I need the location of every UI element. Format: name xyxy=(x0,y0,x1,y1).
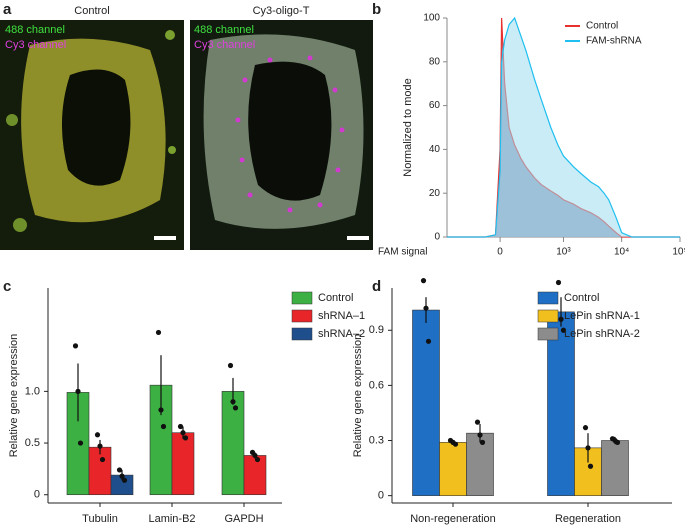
y-tick-label: 20 xyxy=(429,188,441,199)
legend-label: LePin shRNA-2 xyxy=(564,328,640,340)
bar xyxy=(439,442,467,496)
data-point xyxy=(230,399,236,405)
y-tick-label: 40 xyxy=(429,144,441,155)
x-tick-label: Regeneration xyxy=(555,513,621,525)
legend-swatch xyxy=(291,291,313,305)
data-point xyxy=(97,443,103,449)
bar xyxy=(243,455,267,496)
data-point xyxy=(614,439,621,445)
panel-label: c xyxy=(3,278,11,295)
data-point xyxy=(477,432,483,438)
data-point xyxy=(119,473,125,479)
data-point xyxy=(180,430,186,436)
data-point xyxy=(560,327,567,333)
data-point xyxy=(587,463,594,469)
data-point xyxy=(252,452,258,459)
data-point xyxy=(177,423,184,430)
x-tick-label: 10⁴ xyxy=(614,247,629,258)
legend-swatch xyxy=(291,327,313,341)
panel-label: d xyxy=(372,278,381,295)
channel-label: Cy3 channel xyxy=(5,39,66,51)
data-point xyxy=(254,456,261,463)
data-point xyxy=(182,435,189,441)
legend-swatch xyxy=(537,327,559,341)
data-point xyxy=(479,439,486,445)
x-tick-label: Lamin-B2 xyxy=(148,513,195,525)
y-tick-label: 60 xyxy=(429,100,441,111)
x-axis-label: FAM signal xyxy=(378,247,427,258)
x-tick-label: 10⁵ xyxy=(672,247,685,258)
data-point xyxy=(474,419,481,425)
legend-swatch xyxy=(537,291,559,305)
y-tick-label: 0 xyxy=(434,232,440,243)
panel-label: b xyxy=(372,1,381,18)
y-axis-label: Normalized to mode xyxy=(402,78,414,176)
bar xyxy=(221,391,245,496)
micrograph-oligo xyxy=(190,20,373,250)
x-tick-label: 0 xyxy=(497,247,503,258)
legend-label: Control xyxy=(318,292,353,304)
image-title: Cy3-oligo-T xyxy=(253,5,310,17)
x-tick-label: GAPDH xyxy=(224,513,263,525)
data-point xyxy=(99,456,106,463)
data-point xyxy=(555,279,562,286)
legend-label: LePin shRNA-1 xyxy=(564,310,640,322)
panel-label: a xyxy=(3,1,12,18)
data-point xyxy=(582,425,589,431)
bar xyxy=(412,309,440,496)
data-point xyxy=(158,407,164,413)
y-tick-label: 0.5 xyxy=(25,437,40,449)
y-tick-label: 0.3 xyxy=(369,434,384,446)
data-point xyxy=(121,477,128,483)
bar xyxy=(466,432,494,496)
micrograph-control xyxy=(0,20,184,250)
y-tick-label: 80 xyxy=(429,56,441,67)
channel-label: Cy3 channel xyxy=(194,39,255,51)
data-point xyxy=(116,467,123,473)
x-tick-label: Tubulin xyxy=(82,513,118,525)
legend-label: shRNA–1 xyxy=(318,310,365,322)
line xyxy=(447,16,680,238)
y-tick-label: 0 xyxy=(378,490,384,502)
image-title: Control xyxy=(74,5,109,17)
legend-label: shRNA–2 xyxy=(318,328,365,340)
x-tick-label: Non-regeneration xyxy=(410,513,496,525)
legend-label: Control xyxy=(586,21,618,32)
y-tick-label: 0 xyxy=(34,489,40,501)
data-point xyxy=(160,423,167,430)
legend-swatch xyxy=(291,309,313,323)
y-tick-label: 1.0 xyxy=(25,385,40,397)
y-axis-label: Relative gene expression xyxy=(8,334,20,458)
data-point xyxy=(155,329,162,336)
legend-label: FAM-shRNA xyxy=(586,36,642,47)
y-tick-label: 100 xyxy=(423,13,440,24)
data-point xyxy=(77,440,84,446)
data-point xyxy=(452,441,459,447)
y-tick-label: 0.9 xyxy=(369,324,384,336)
x-tick-label: 10³ xyxy=(556,247,571,258)
data-point xyxy=(72,343,79,349)
data-point xyxy=(232,405,239,411)
data-point xyxy=(423,305,429,311)
data-point xyxy=(585,445,591,451)
data-point xyxy=(75,388,81,394)
bar xyxy=(601,440,629,496)
bar xyxy=(171,432,195,496)
legend-swatch xyxy=(537,309,559,323)
y-tick-label: 0.6 xyxy=(369,379,384,391)
data-point xyxy=(94,432,101,438)
channel-label: 488 channel xyxy=(194,24,254,36)
data-point xyxy=(227,362,234,369)
data-point xyxy=(420,278,427,284)
data-point xyxy=(425,338,432,344)
channel-label: 488 channel xyxy=(5,24,65,36)
area-fill xyxy=(447,18,680,237)
legend-label: Control xyxy=(564,292,599,304)
data-point xyxy=(558,316,564,322)
bar xyxy=(547,311,575,496)
y-axis-label: Relative gene expression xyxy=(352,334,364,458)
